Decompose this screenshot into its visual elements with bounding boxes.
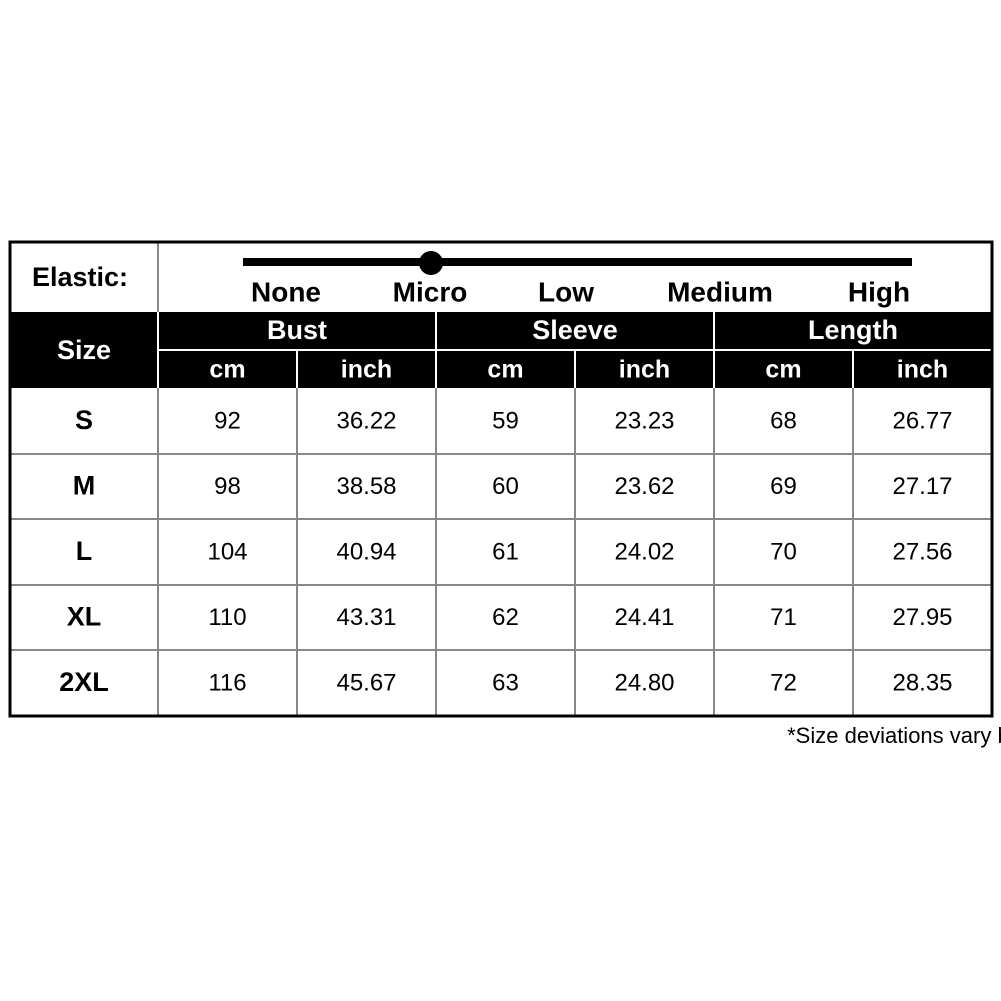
cell: 63	[492, 669, 519, 696]
group-header: Bust	[267, 315, 327, 345]
cell: 23.23	[614, 407, 674, 434]
cell: 98	[214, 473, 241, 500]
size-label: M	[73, 471, 96, 501]
cell: 40.94	[336, 538, 396, 565]
cell: 110	[208, 604, 246, 631]
unit-header: cm	[765, 356, 801, 384]
cell: 36.22	[336, 407, 396, 434]
cell: 26.77	[892, 407, 952, 434]
elastic-level: High	[848, 276, 910, 307]
cell: 28.35	[892, 669, 952, 696]
cell: 116	[208, 669, 246, 696]
cell: 24.41	[614, 604, 674, 631]
cell: 72	[770, 669, 797, 696]
cell: 43.31	[336, 604, 396, 631]
elastic-level: None	[251, 276, 321, 307]
note: *Size deviations vary between 0.5~1inch.	[787, 723, 1001, 748]
cell: 23.62	[614, 473, 674, 500]
cell: 45.67	[336, 669, 396, 696]
cell: 59	[492, 407, 519, 434]
elastic-level: Medium	[667, 276, 773, 307]
size-label: L	[76, 536, 93, 566]
size-label: XL	[67, 602, 102, 632]
size-header: Size	[57, 335, 111, 365]
unit-header: cm	[487, 356, 523, 384]
cell: 62	[492, 604, 519, 631]
cell: 61	[492, 538, 519, 565]
size-label: S	[75, 405, 93, 435]
cell: 104	[207, 538, 247, 565]
unit-header: inch	[897, 356, 948, 384]
cell: 92	[214, 407, 241, 434]
unit-header: inch	[341, 356, 392, 384]
unit-header: inch	[619, 356, 670, 384]
cell: 70	[770, 538, 797, 565]
cell: 60	[492, 473, 519, 500]
cell: 69	[770, 473, 797, 500]
cell: 68	[770, 407, 797, 434]
cell: 38.58	[336, 473, 396, 500]
cell: 24.02	[614, 538, 674, 565]
elastic-level: Low	[538, 276, 594, 307]
cell: 27.95	[892, 604, 952, 631]
cell: 27.56	[892, 538, 952, 565]
elastic-indicator	[419, 251, 443, 275]
group-header: Length	[808, 315, 898, 345]
unit-header: cm	[209, 356, 245, 384]
size-label: 2XL	[59, 667, 109, 697]
cell: 24.80	[614, 669, 674, 696]
elastic-label: Elastic:	[32, 262, 128, 292]
cell: 71	[770, 604, 797, 631]
table-border	[8, 240, 994, 718]
elastic-level: Micro	[393, 276, 468, 307]
cell: 27.17	[892, 473, 952, 500]
group-header: Sleeve	[532, 315, 618, 345]
